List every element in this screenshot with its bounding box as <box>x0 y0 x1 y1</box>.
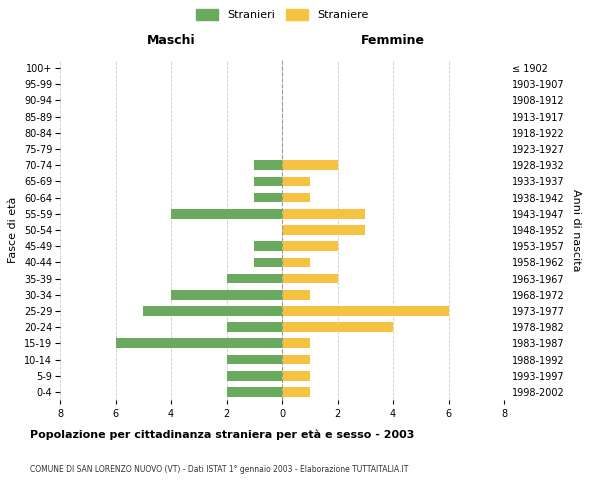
Bar <box>227 387 282 397</box>
Bar <box>282 338 310 348</box>
Bar <box>171 209 282 218</box>
Bar <box>227 274 282 283</box>
Y-axis label: Anni di nascita: Anni di nascita <box>571 188 581 271</box>
Bar <box>282 160 337 170</box>
Y-axis label: Fasce di età: Fasce di età <box>8 197 19 263</box>
Bar <box>227 371 282 380</box>
Bar <box>254 160 282 170</box>
Bar <box>143 306 282 316</box>
Bar <box>282 274 337 283</box>
Bar <box>282 176 310 186</box>
Bar <box>227 354 282 364</box>
Bar <box>282 193 310 202</box>
Bar <box>282 387 310 397</box>
Bar <box>227 322 282 332</box>
Bar <box>282 306 449 316</box>
Legend: Stranieri, Straniere: Stranieri, Straniere <box>191 4 373 24</box>
Bar <box>282 354 310 364</box>
Text: Femmine: Femmine <box>361 34 425 47</box>
Bar <box>282 209 365 218</box>
Bar <box>282 258 310 267</box>
Bar <box>282 225 365 235</box>
Bar <box>282 371 310 380</box>
Bar <box>254 193 282 202</box>
Text: Popolazione per cittadinanza straniera per età e sesso - 2003: Popolazione per cittadinanza straniera p… <box>30 430 415 440</box>
Bar <box>254 258 282 267</box>
Text: COMUNE DI SAN LORENZO NUOVO (VT) - Dati ISTAT 1° gennaio 2003 - Elaborazione TUT: COMUNE DI SAN LORENZO NUOVO (VT) - Dati … <box>30 465 409 474</box>
Bar <box>282 290 310 300</box>
Bar <box>282 242 337 251</box>
Bar <box>171 290 282 300</box>
Bar <box>115 338 282 348</box>
Text: Maschi: Maschi <box>146 34 196 47</box>
Bar <box>254 176 282 186</box>
Bar <box>254 242 282 251</box>
Bar <box>282 322 393 332</box>
